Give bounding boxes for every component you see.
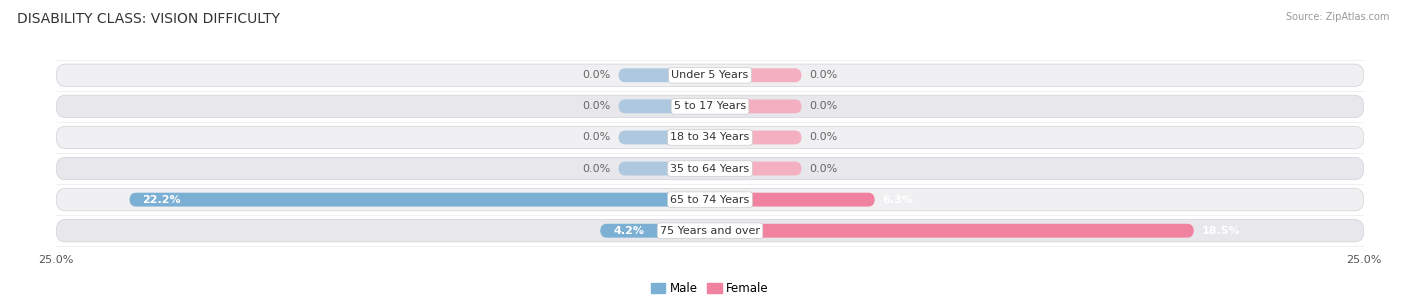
FancyBboxPatch shape xyxy=(619,131,710,144)
Text: 0.0%: 0.0% xyxy=(582,132,610,143)
FancyBboxPatch shape xyxy=(710,162,801,175)
FancyBboxPatch shape xyxy=(710,224,1194,238)
Text: 0.0%: 0.0% xyxy=(582,163,610,174)
FancyBboxPatch shape xyxy=(710,68,801,82)
Text: 5 to 17 Years: 5 to 17 Years xyxy=(673,101,747,111)
Text: 0.0%: 0.0% xyxy=(582,70,610,80)
FancyBboxPatch shape xyxy=(710,131,801,144)
FancyBboxPatch shape xyxy=(710,99,801,113)
Text: 0.0%: 0.0% xyxy=(810,163,838,174)
Text: DISABILITY CLASS: VISION DIFFICULTY: DISABILITY CLASS: VISION DIFFICULTY xyxy=(17,12,280,26)
Text: 0.0%: 0.0% xyxy=(810,132,838,143)
Text: 65 to 74 Years: 65 to 74 Years xyxy=(671,195,749,205)
Text: 0.0%: 0.0% xyxy=(810,101,838,111)
Text: 4.2%: 4.2% xyxy=(613,226,644,236)
FancyBboxPatch shape xyxy=(56,126,1364,149)
FancyBboxPatch shape xyxy=(129,193,710,207)
Text: 75 Years and over: 75 Years and over xyxy=(659,226,761,236)
FancyBboxPatch shape xyxy=(619,99,710,113)
FancyBboxPatch shape xyxy=(56,219,1364,242)
Text: 18 to 34 Years: 18 to 34 Years xyxy=(671,132,749,143)
FancyBboxPatch shape xyxy=(600,224,710,238)
Text: Source: ZipAtlas.com: Source: ZipAtlas.com xyxy=(1285,12,1389,22)
Legend: Male, Female: Male, Female xyxy=(647,278,773,300)
FancyBboxPatch shape xyxy=(619,162,710,175)
Text: 6.3%: 6.3% xyxy=(883,195,914,205)
FancyBboxPatch shape xyxy=(619,68,710,82)
FancyBboxPatch shape xyxy=(56,95,1364,118)
FancyBboxPatch shape xyxy=(56,157,1364,180)
FancyBboxPatch shape xyxy=(710,193,875,207)
Text: 22.2%: 22.2% xyxy=(142,195,181,205)
Text: 18.5%: 18.5% xyxy=(1202,226,1240,236)
FancyBboxPatch shape xyxy=(56,64,1364,87)
Text: Under 5 Years: Under 5 Years xyxy=(672,70,748,80)
Text: 0.0%: 0.0% xyxy=(810,70,838,80)
Text: 35 to 64 Years: 35 to 64 Years xyxy=(671,163,749,174)
FancyBboxPatch shape xyxy=(56,188,1364,211)
Text: 0.0%: 0.0% xyxy=(582,101,610,111)
